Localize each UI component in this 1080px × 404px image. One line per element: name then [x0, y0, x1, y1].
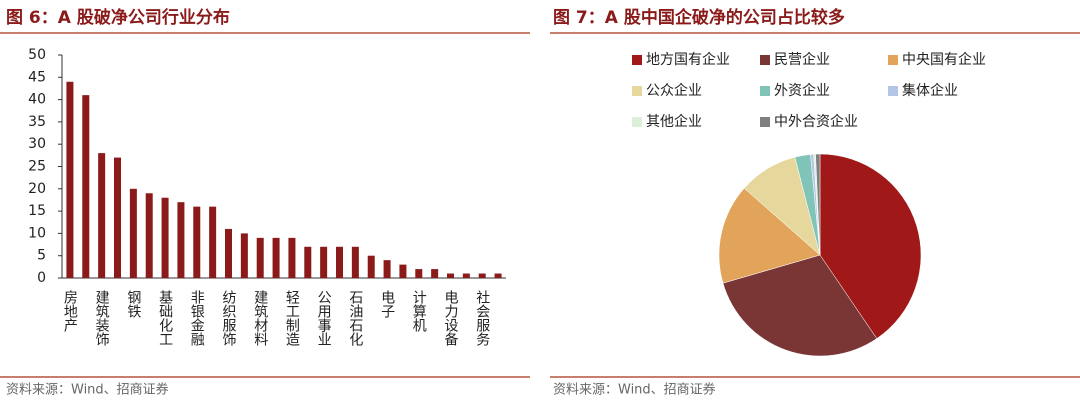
x-tick-label: 社会服务: [474, 290, 490, 346]
bar: [161, 197, 169, 278]
legend-label: 地方国有企业: [646, 51, 730, 68]
bar: [367, 255, 375, 278]
y-tick-label: 25: [28, 159, 46, 175]
x-tick-label: 房地产: [62, 290, 78, 333]
bar: [478, 273, 486, 278]
source: 资料来源：Wind、招商证券: [6, 382, 169, 398]
y-tick-label: 40: [28, 92, 46, 108]
x-tick-label: 轻工制造: [284, 290, 300, 347]
x-tick-label: 建筑材料: [252, 290, 268, 346]
bar: [209, 206, 217, 278]
legend-swatch: [632, 117, 642, 127]
x-tick-label: 纺织服饰: [221, 290, 237, 346]
x-tick-label: 电力设备: [443, 290, 459, 346]
y-tick-label: 20: [28, 181, 46, 197]
y-tick-label: 5: [37, 248, 46, 264]
legend-swatch: [760, 117, 770, 127]
bar: [288, 237, 296, 278]
bar: [240, 233, 248, 278]
x-tick-label: 钢铁: [125, 290, 141, 318]
legend-swatch: [888, 55, 898, 65]
bar: [193, 206, 201, 278]
bar: [256, 237, 264, 278]
pie-slice: [722, 254, 878, 357]
chart-title: 图 7：A 股中国企破净的公司占比较多: [553, 7, 845, 28]
bar: [82, 95, 90, 278]
y-tick-label: 15: [28, 203, 46, 219]
legend-swatch: [632, 55, 642, 65]
pie-slice: [815, 153, 821, 256]
y-tick-label: 10: [28, 225, 46, 241]
bar: [114, 157, 121, 278]
legend-label: 其他企业: [646, 113, 702, 130]
legend-label: 集体企业: [902, 82, 958, 99]
bar: [272, 237, 280, 278]
x-tick-label: 非银金融: [189, 290, 205, 346]
bar: [431, 269, 439, 278]
pie-slice: [718, 187, 821, 284]
bar: [494, 273, 502, 278]
legend-swatch: [632, 86, 642, 96]
source: 资料来源：Wind、招商证券: [553, 382, 716, 398]
chart-title: 图 6：A 股破净公司行业分布: [6, 7, 230, 28]
bar: [399, 264, 407, 278]
legend-label: 中央国有企业: [902, 51, 986, 68]
bar: [66, 81, 74, 278]
bar: [304, 246, 312, 278]
legend-label: 外资企业: [774, 82, 830, 99]
bar: [129, 188, 137, 278]
x-tick-label: 基础化工: [157, 289, 173, 346]
bar: [320, 246, 328, 278]
legend-label: 中外合资企业: [774, 113, 858, 130]
x-tick-label: 公用事业: [316, 290, 332, 346]
legend-swatch: [888, 86, 898, 96]
bar: [336, 246, 343, 278]
x-tick-label: 建筑装饰: [94, 290, 110, 346]
y-tick-label: 45: [28, 69, 46, 85]
bar: [415, 269, 423, 278]
legend-swatch: [760, 55, 770, 65]
x-tick-label: 计算机: [411, 290, 427, 333]
legend-label: 公众企业: [646, 82, 702, 99]
bar: [98, 153, 106, 278]
pie-slice: [819, 153, 922, 339]
y-tick-label: 50: [28, 47, 46, 63]
bar: [225, 228, 232, 278]
bar: [177, 202, 185, 278]
legend-label: 民营企业: [774, 51, 830, 68]
bar: [462, 273, 470, 278]
y-tick-label: 0: [37, 270, 46, 286]
bar: [447, 273, 454, 278]
legend-swatch: [760, 86, 770, 96]
y-tick-label: 35: [28, 114, 46, 130]
x-tick-label: 电子: [379, 290, 395, 318]
bar: [351, 246, 359, 278]
y-tick-label: 30: [28, 136, 46, 152]
x-tick-label: 石油石化: [347, 290, 363, 347]
bar: [383, 260, 391, 278]
bar: [145, 193, 153, 278]
